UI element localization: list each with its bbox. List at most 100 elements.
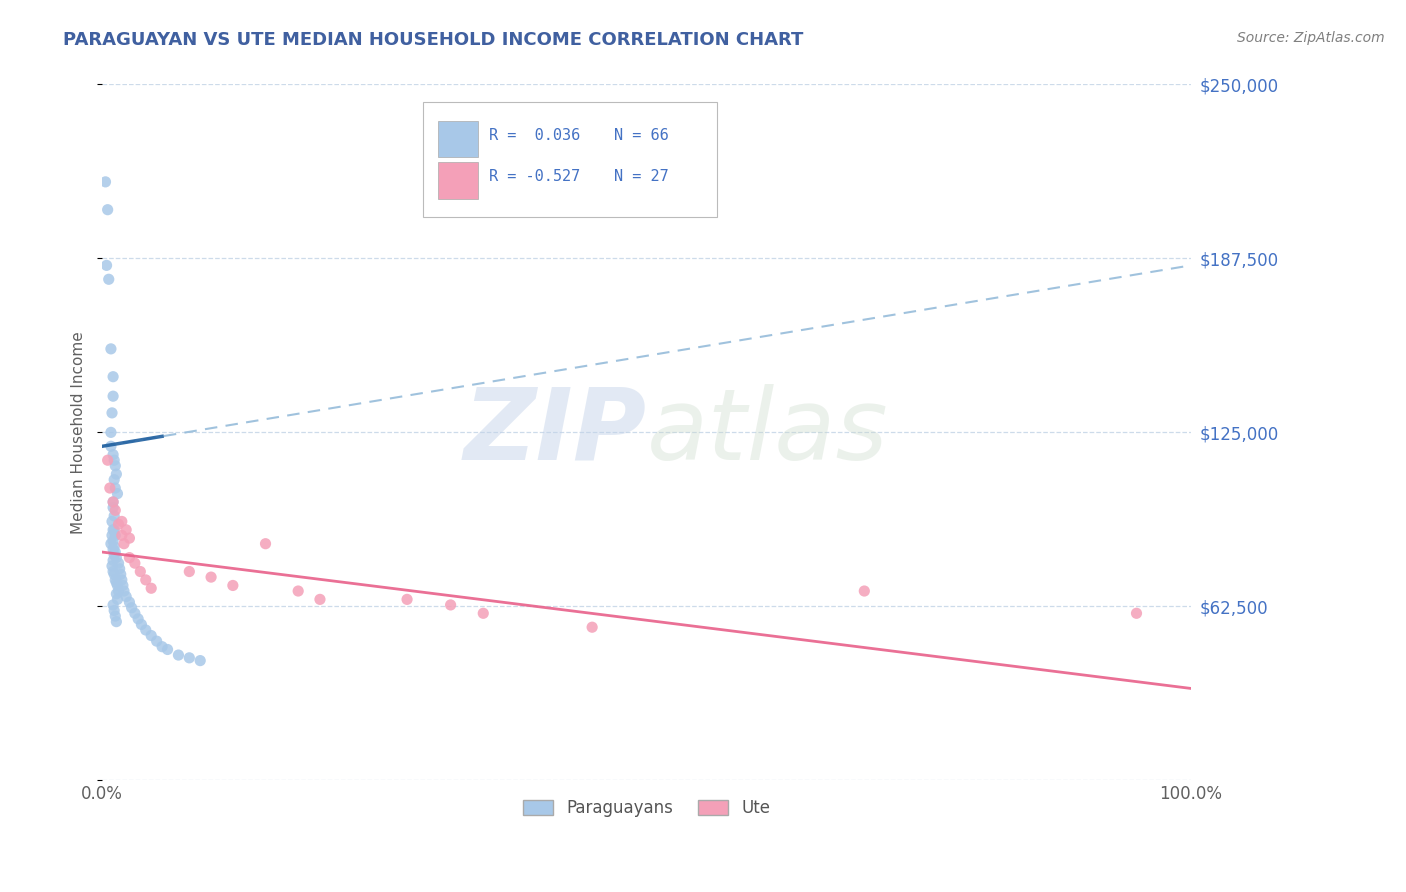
Point [121, 600, 143, 615]
Point [101, 389, 124, 403]
Point [581, 620, 603, 634]
Point [135, 623, 157, 637]
Point [97, 453, 120, 467]
Point [96, 258, 118, 272]
Point [309, 592, 332, 607]
Point [100, 537, 122, 551]
Point [179, 650, 201, 665]
Point [396, 592, 419, 607]
Point [101, 500, 124, 515]
Point [101, 598, 124, 612]
Point [97, 272, 120, 286]
Point [254, 537, 277, 551]
Point [110, 567, 132, 582]
Point [115, 590, 138, 604]
Point [104, 503, 127, 517]
Text: PARAGUAYAN VS UTE MEDIAN HOUSEHOLD INCOME CORRELATION CHART: PARAGUAYAN VS UTE MEDIAN HOUSEHOLD INCOM… [63, 31, 804, 49]
Point [103, 548, 125, 562]
Point [439, 598, 461, 612]
Point [287, 584, 309, 599]
Point [472, 607, 495, 621]
Point [115, 523, 138, 537]
Text: atlas: atlas [647, 384, 889, 481]
Point [101, 528, 124, 542]
Point [107, 517, 129, 532]
Point [103, 453, 125, 467]
Point [141, 629, 163, 643]
Point [104, 609, 127, 624]
Point [104, 573, 127, 587]
Point [101, 406, 124, 420]
Point [111, 515, 134, 529]
Point [107, 584, 129, 599]
Point [107, 578, 129, 592]
Text: R =  0.036: R = 0.036 [489, 128, 579, 143]
Point [222, 578, 245, 592]
Point [145, 634, 167, 648]
Point [124, 556, 146, 570]
Point [101, 369, 124, 384]
Point [100, 439, 122, 453]
Point [167, 648, 190, 662]
Point [156, 642, 179, 657]
Point [100, 425, 122, 440]
Point [104, 528, 127, 542]
Point [98, 481, 121, 495]
Text: Source: ZipAtlas.com: Source: ZipAtlas.com [1237, 31, 1385, 45]
Point [105, 587, 128, 601]
Point [103, 603, 125, 617]
Point [118, 531, 141, 545]
Y-axis label: Median Household Income: Median Household Income [72, 331, 86, 533]
Point [1125, 607, 1147, 621]
Point [104, 481, 127, 495]
Point [104, 458, 127, 473]
Point [150, 640, 173, 654]
Point [112, 537, 135, 551]
Point [179, 565, 201, 579]
Point [101, 559, 124, 574]
Point [97, 202, 120, 217]
Point [107, 556, 129, 570]
Point [101, 448, 124, 462]
Point [101, 542, 124, 557]
Point [127, 612, 149, 626]
Point [101, 495, 124, 509]
Point [103, 473, 125, 487]
Point [111, 578, 134, 592]
FancyBboxPatch shape [437, 162, 478, 199]
Point [104, 545, 127, 559]
Point [105, 550, 128, 565]
Point [105, 615, 128, 629]
Point [118, 595, 141, 609]
Point [103, 540, 125, 554]
Point [94, 175, 117, 189]
Point [129, 565, 152, 579]
Point [105, 575, 128, 590]
Text: N = 66: N = 66 [614, 128, 669, 143]
Point [100, 342, 122, 356]
Text: R = -0.527: R = -0.527 [489, 169, 579, 185]
Point [101, 523, 124, 537]
FancyBboxPatch shape [437, 120, 478, 157]
FancyBboxPatch shape [423, 102, 717, 217]
Legend: Paraguayans, Ute: Paraguayans, Ute [516, 793, 778, 824]
Text: ZIP: ZIP [464, 384, 647, 481]
Point [101, 553, 124, 567]
Point [101, 565, 124, 579]
Point [188, 654, 211, 668]
Point [103, 567, 125, 582]
Point [103, 508, 125, 523]
Point [141, 581, 163, 595]
Point [118, 550, 141, 565]
Point [107, 486, 129, 500]
Point [101, 533, 124, 548]
Point [112, 584, 135, 599]
Point [135, 573, 157, 587]
Point [131, 617, 153, 632]
Point [124, 607, 146, 621]
Point [111, 528, 134, 542]
Point [107, 592, 129, 607]
Point [111, 573, 134, 587]
Point [105, 467, 128, 482]
Point [853, 584, 876, 599]
